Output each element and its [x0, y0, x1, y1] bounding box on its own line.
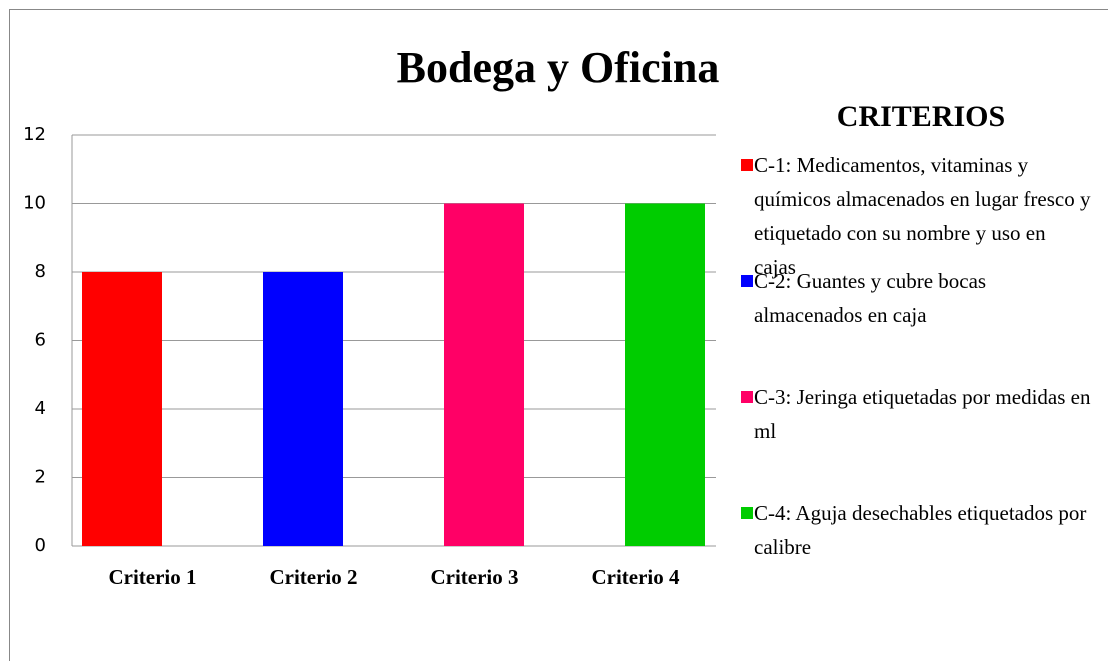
legend-entry: C-1: Medicamentos, vitaminas y químicos …	[741, 148, 1091, 284]
legend-entry: C-3: Jeringa etiquetadas por medidas en …	[741, 380, 1091, 448]
legend-entry: C-2: Guantes y cubre bocas almacenados e…	[741, 264, 1091, 332]
y-tick-label: 4	[35, 398, 46, 419]
legend-label: C-3: Jeringa etiquetadas por medidas en …	[754, 385, 1091, 443]
chart-title: Bodega y Oficina	[397, 43, 720, 92]
y-tick-label: 0	[35, 535, 46, 556]
legend-swatch	[741, 391, 753, 403]
y-tick-label: 10	[23, 193, 46, 214]
chart-border	[9, 9, 1108, 661]
legend-entry: C-4: Aguja desechables etiquetados por c…	[741, 496, 1091, 564]
legend-label: C-4: Aguja desechables etiquetados por c…	[754, 501, 1087, 559]
legend-label: C-2: Guantes y cubre bocas almacenados e…	[754, 269, 987, 327]
legend-title: CRITERIOS	[836, 100, 1006, 133]
bar	[82, 272, 162, 546]
bar	[625, 203, 705, 546]
y-tick-label: 6	[35, 330, 46, 351]
x-tick-label: Criterio 4	[591, 565, 680, 589]
y-tick-label: 2	[35, 467, 46, 488]
legend-label: C-1: Medicamentos, vitaminas y químicos …	[754, 153, 1091, 279]
x-tick-label: Criterio 2	[269, 565, 357, 589]
y-tick-label: 12	[23, 124, 46, 145]
x-tick-label: Criterio 3	[430, 565, 518, 589]
legend-swatch	[741, 275, 753, 287]
legend-swatch	[741, 159, 753, 171]
bar	[263, 272, 343, 546]
y-tick-label: 8	[35, 261, 46, 282]
legend-swatch	[741, 507, 753, 519]
x-tick-label: Criterio 1	[108, 565, 196, 589]
bar	[444, 203, 524, 546]
